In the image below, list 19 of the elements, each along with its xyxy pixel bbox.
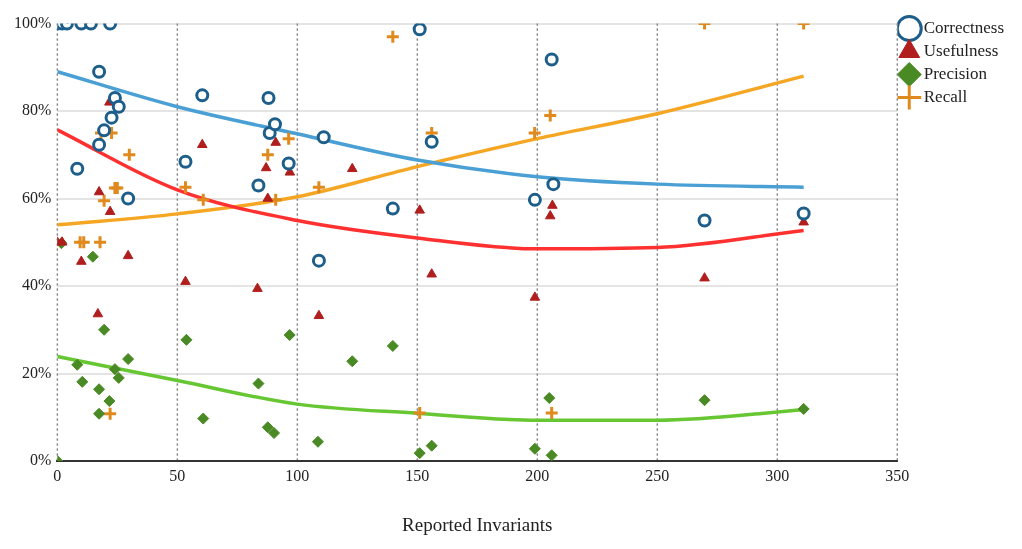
y-tick-label: 20% [22, 363, 52, 381]
y-tick-label: 100% [14, 13, 52, 31]
y-tick-label: 40% [22, 276, 52, 294]
x-tick-label: 250 [645, 466, 670, 484]
x-tick-label: 350 [885, 466, 910, 484]
legend-label: Usefulness [923, 40, 999, 60]
x-tick-label: 150 [405, 466, 430, 484]
x-tick-label: 200 [525, 466, 550, 484]
y-tick-label: 0% [30, 451, 52, 469]
x-axis-title: Reported Invariants [402, 513, 553, 535]
y-tick-label: 80% [22, 101, 52, 119]
x-tick-label: 100 [285, 466, 310, 484]
legend-label: Precision [923, 63, 988, 83]
y-tick-label: 60% [22, 188, 52, 206]
x-tick-label: 300 [765, 466, 790, 484]
legend-label: Correctness [923, 17, 1005, 37]
x-tick-label: 50 [169, 466, 186, 484]
legend-label: Recall [923, 86, 968, 106]
x-tick-label: 0 [53, 466, 62, 484]
